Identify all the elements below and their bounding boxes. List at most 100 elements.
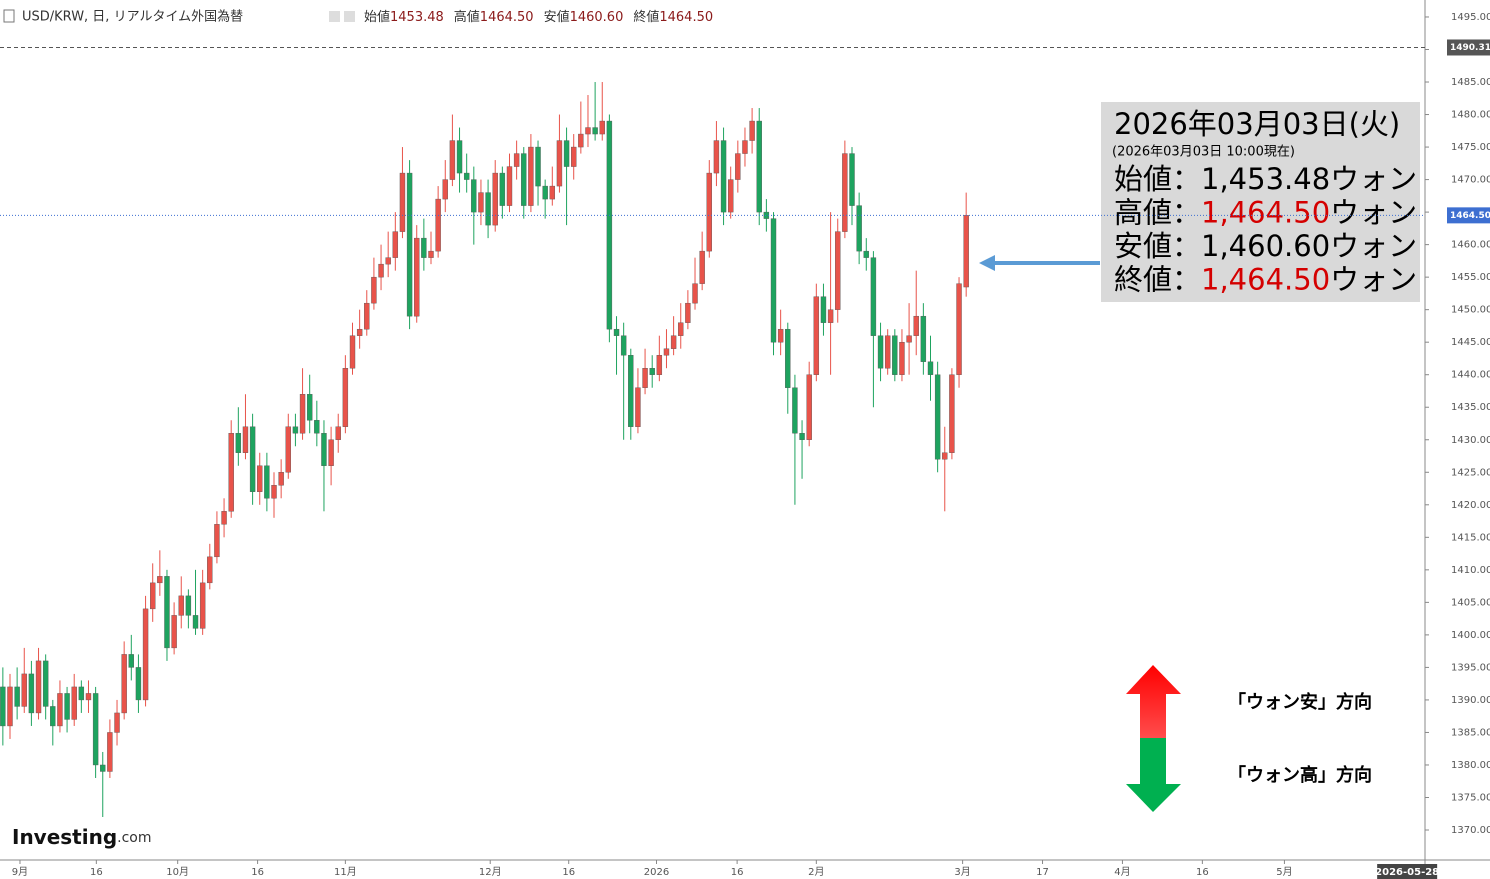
candle-body — [578, 133, 584, 148]
candle-body — [463, 172, 470, 180]
candle-body — [71, 686, 77, 720]
y-tick-label: 1395.00 — [1451, 662, 1490, 673]
candle-body — [877, 335, 884, 369]
candle-body — [100, 764, 106, 772]
candle-body — [663, 348, 670, 356]
candle-body — [620, 335, 627, 356]
direction-label: 「ウォン安」方向 — [1228, 691, 1372, 713]
header-ohlc-value: 1464.50 — [659, 10, 713, 25]
y-tick-label: 1420.00 — [1451, 500, 1490, 511]
candle-body — [285, 426, 291, 473]
candle-body — [442, 179, 448, 200]
candle-body — [150, 582, 156, 610]
candle-body — [478, 192, 484, 213]
annotation-row: 始値：1,453.48ウォン — [1114, 162, 1417, 196]
candle-body — [535, 146, 541, 187]
annotation-bg — [1101, 102, 1420, 302]
candle-body — [892, 335, 898, 375]
candle-body — [770, 218, 777, 343]
header-ohlc: 安値1460.60 — [544, 9, 624, 25]
candle-body — [321, 433, 327, 466]
candle-body — [635, 387, 641, 427]
candle-body — [257, 465, 263, 492]
candle-body — [199, 582, 206, 629]
candle-body — [499, 172, 506, 206]
candle-body — [884, 335, 891, 369]
y-tick-label: 1415.00 — [1451, 532, 1490, 543]
candle-body — [428, 250, 434, 258]
candle-body — [378, 263, 384, 278]
candle-body — [306, 394, 313, 421]
row-unit: ウォン — [1330, 229, 1417, 263]
candle-body — [549, 185, 556, 200]
candle-body — [849, 153, 855, 206]
row-label: 高値： — [1114, 196, 1201, 230]
y-tick-label: 1475.00 — [1451, 142, 1490, 153]
row-value: 1,460.60 — [1201, 229, 1330, 263]
y-tick-label: 1425.00 — [1451, 467, 1490, 478]
icon[interactable] — [344, 11, 355, 22]
candle-body — [713, 140, 720, 174]
candle-body — [678, 322, 684, 336]
annotation-note: (2026年03月03日 10:00現在) — [1112, 145, 1295, 160]
candle-body — [14, 686, 20, 707]
y-tick-label: 1380.00 — [1451, 760, 1490, 771]
x-tick-label: 11月 — [334, 866, 357, 878]
y-tick-label: 1445.00 — [1451, 337, 1490, 348]
candle-body — [785, 328, 791, 388]
candle-body — [249, 426, 256, 492]
y-tick-label: 1460.00 — [1451, 240, 1490, 251]
candle-body — [842, 153, 848, 232]
x-tick-label: 10月 — [166, 866, 189, 878]
header-ohlc-label: 高値 — [454, 9, 480, 25]
y-tick-label: 1375.00 — [1451, 792, 1490, 803]
row-unit: ウォン — [1330, 162, 1417, 196]
candle-body — [135, 667, 142, 701]
x-tick-label: 16 — [1196, 867, 1209, 878]
down-arrow — [1126, 738, 1181, 812]
y-tick-label: 1400.00 — [1451, 630, 1490, 641]
x-tick-label: 9月 — [12, 866, 28, 878]
candle-body — [78, 686, 85, 701]
annotation-box: 2026年03月03日(火) (2026年03月03日 10:00現在) 始値：… — [1101, 102, 1420, 302]
candle-body — [328, 439, 334, 466]
candle-body — [292, 426, 299, 434]
y-tick-label: 1370.00 — [1451, 825, 1490, 836]
header-ohlc-value: 1464.50 — [480, 10, 534, 25]
candle-body — [492, 172, 498, 226]
candle-body — [235, 433, 242, 453]
y-tick-label: 1435.00 — [1451, 402, 1490, 413]
candle-body — [571, 146, 577, 167]
candle-body — [207, 556, 213, 584]
y-tick-label: 1385.00 — [1451, 727, 1490, 738]
candle-body — [392, 231, 399, 258]
collapse-icon[interactable] — [3, 9, 15, 23]
candle-body — [28, 673, 35, 714]
row-label: 始値： — [1114, 162, 1201, 196]
icon[interactable] — [329, 11, 340, 22]
candle-body — [699, 250, 705, 284]
x-tick-label: 16 — [731, 867, 744, 878]
candle-body — [171, 615, 177, 649]
chart-title: USD/KRW, 日, リアルタイム外国為替 — [22, 9, 243, 25]
row-unit: ウォン — [1330, 196, 1417, 230]
candle-body — [64, 693, 70, 720]
y-tick-label: 1450.00 — [1451, 305, 1490, 316]
candle-body — [35, 660, 42, 714]
candle-body — [920, 315, 927, 362]
candle-body — [913, 315, 919, 336]
candle-body — [692, 283, 698, 304]
candle-body — [656, 355, 663, 375]
candle-body — [506, 166, 513, 206]
annotation-row: 安値：1,460.60ウォン — [1114, 229, 1417, 263]
direction-label: 「ウォン高」方向 — [1228, 764, 1372, 786]
candle-body — [185, 595, 192, 616]
y-tick-label: 1485.00 — [1451, 77, 1490, 88]
header: USD/KRW, 日, リアルタイム外国為替 始値1453.48 高値1464.5… — [3, 9, 713, 25]
x-tick-label: 5月 — [1276, 866, 1292, 878]
annotation-date: 2026年03月03日(火) — [1114, 107, 1400, 141]
candle-body — [85, 693, 92, 701]
candle-body — [792, 387, 798, 434]
candle-body — [435, 198, 441, 252]
candle-body — [856, 205, 862, 252]
